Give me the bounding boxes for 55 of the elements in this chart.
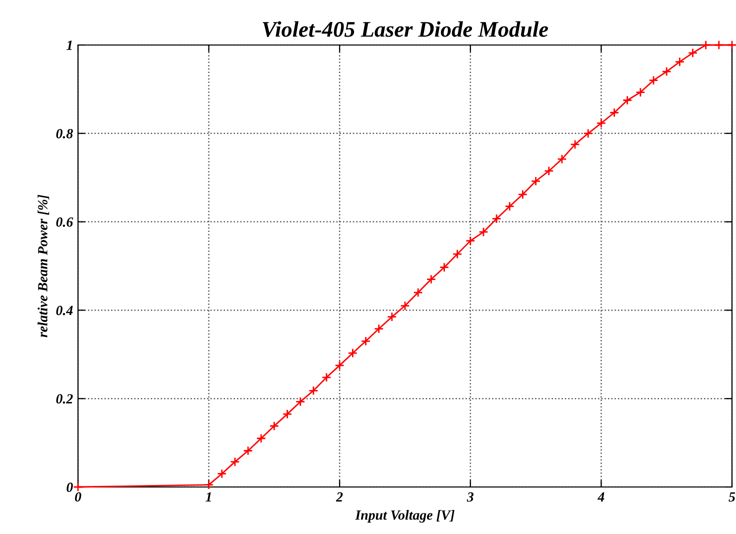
point [322, 372, 332, 382]
point [557, 154, 567, 164]
point [217, 468, 227, 479]
point [504, 201, 514, 212]
y-tick-label: 0 [66, 482, 73, 492]
y-tick-label: 1 [66, 40, 72, 50]
point [387, 312, 397, 322]
point [714, 40, 724, 50]
point [296, 396, 306, 407]
point [348, 348, 358, 358]
x-tick-label: 0 [75, 492, 82, 502]
y-tick-label: 0.6 [56, 217, 74, 227]
y-tick-label: 0.8 [56, 128, 73, 138]
point [439, 262, 450, 272]
point [466, 236, 476, 246]
x-tick-label: 2 [336, 492, 343, 502]
point [662, 66, 672, 76]
point [583, 128, 593, 138]
point [374, 324, 384, 334]
point [256, 434, 266, 444]
point [570, 140, 580, 150]
point [674, 56, 685, 67]
point [609, 108, 620, 118]
point [478, 227, 488, 237]
point [622, 95, 632, 106]
y-tick-label: 0.2 [56, 394, 73, 404]
y-tick-label: 0.4 [56, 306, 73, 316]
point [269, 421, 280, 431]
point [400, 300, 410, 311]
x-tick-label: 3 [466, 492, 474, 502]
point [426, 274, 436, 284]
point [544, 166, 554, 176]
chart-title: Violet-405 Laser Diode Module [262, 21, 548, 38]
point [360, 336, 371, 346]
point [518, 190, 528, 200]
point [282, 409, 292, 419]
y-axis-title: relative Beam Power [%] [38, 194, 50, 338]
point [308, 386, 318, 396]
point [492, 214, 502, 224]
point [700, 40, 711, 50]
point [688, 48, 698, 58]
point [636, 87, 646, 98]
point [334, 360, 344, 370]
point [452, 249, 462, 259]
point [530, 176, 541, 186]
x-axis-title: Input Voltage [V] [355, 510, 454, 523]
point [413, 288, 423, 298]
x-tick-label: 1 [206, 492, 211, 502]
point [204, 480, 214, 490]
point [648, 76, 658, 86]
point [596, 118, 606, 128]
x-tick-label: 4 [598, 492, 604, 502]
point [230, 456, 240, 467]
x-tick-label: 5 [728, 492, 736, 502]
point [243, 446, 253, 456]
